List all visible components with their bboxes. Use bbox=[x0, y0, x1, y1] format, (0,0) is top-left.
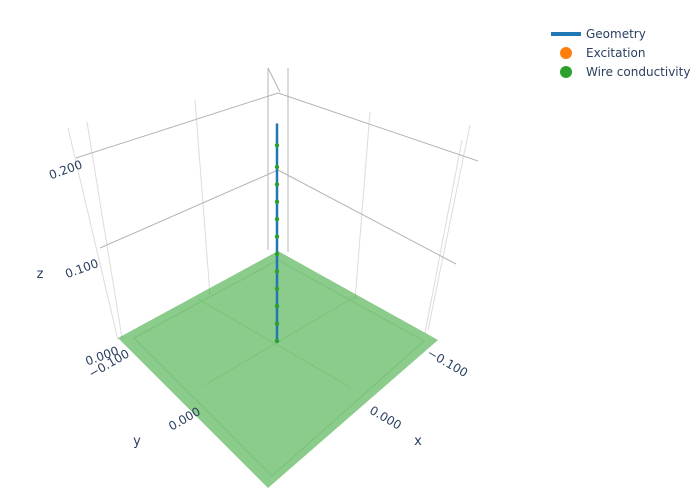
legend-marker-swatch bbox=[560, 66, 572, 78]
wire-conductivity-point bbox=[274, 143, 280, 148]
z-tick-label: 0.100 bbox=[63, 256, 100, 281]
legend-item-wire-conductivity[interactable]: Wire conductivity bbox=[560, 65, 690, 79]
x-tick-label: −0.100 bbox=[425, 346, 470, 380]
z-axis-ticks: 0.200 0.100 0.000 z bbox=[37, 157, 121, 368]
x-axis-title: x bbox=[414, 434, 422, 449]
wire-conductivity-point bbox=[274, 304, 280, 309]
geometry-wire-series bbox=[274, 123, 280, 344]
z-tick-label: 0.200 bbox=[47, 157, 84, 182]
legend-label: Geometry bbox=[586, 27, 646, 41]
scene-grid bbox=[67, 67, 479, 341]
wire-conductivity-point bbox=[274, 251, 280, 257]
y-tick-label: 0.000 bbox=[166, 404, 203, 433]
wire-conductivity-point bbox=[274, 269, 280, 274]
legend-label: Excitation bbox=[586, 46, 645, 60]
wire-conductivity-point bbox=[274, 182, 280, 187]
wire-conductivity-point bbox=[274, 217, 280, 222]
wire-conductivity-point bbox=[274, 286, 280, 291]
wire-conductivity-point bbox=[274, 164, 280, 170]
legend-item-geometry[interactable]: Geometry bbox=[551, 27, 646, 41]
ground-plane bbox=[118, 251, 438, 488]
legend-item-excitation[interactable]: Excitation bbox=[560, 46, 645, 60]
legend: Geometry Excitation Wire conductivity bbox=[551, 27, 690, 79]
legend-label: Wire conductivity bbox=[586, 65, 690, 79]
wire-conductivity-point bbox=[274, 321, 280, 326]
z-axis-title: z bbox=[37, 267, 44, 282]
x-tick-label: 0.000 bbox=[367, 403, 404, 432]
legend-marker-swatch bbox=[560, 47, 572, 59]
wire-conductivity-point bbox=[274, 338, 280, 344]
y-axis-title: y bbox=[133, 434, 141, 449]
wire-conductivity-point bbox=[274, 199, 280, 204]
wire-conductivity-point bbox=[274, 234, 280, 239]
